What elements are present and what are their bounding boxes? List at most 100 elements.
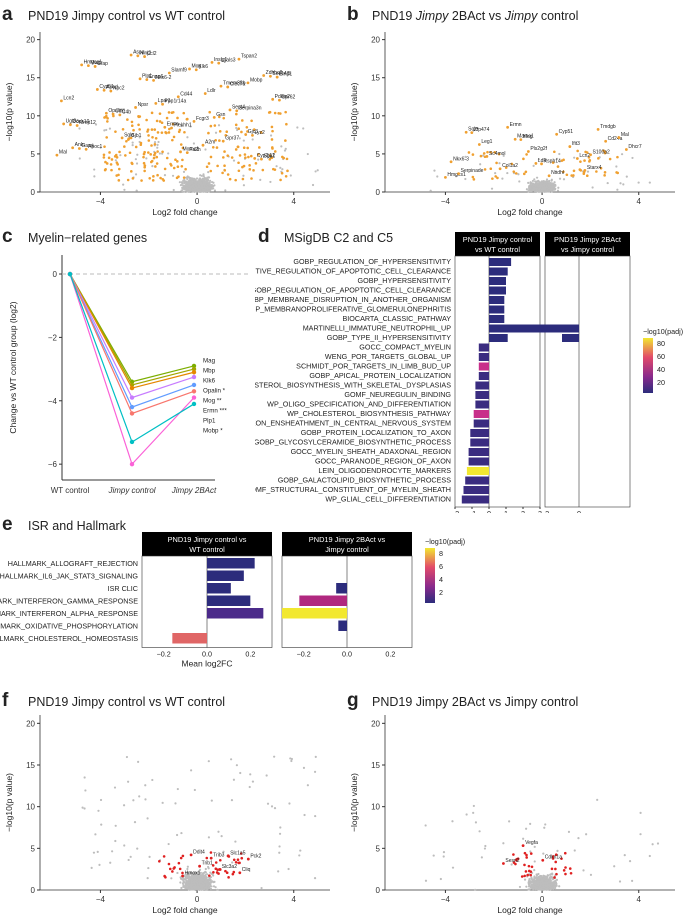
data-point bbox=[192, 187, 195, 191]
data-point bbox=[111, 850, 114, 853]
highlight-point bbox=[142, 161, 146, 165]
highlight-point bbox=[234, 123, 238, 127]
data-point bbox=[205, 190, 208, 193]
x-tick-label: 4 bbox=[292, 895, 297, 904]
data-point bbox=[84, 789, 87, 792]
highlight-point bbox=[156, 131, 160, 134]
bar bbox=[207, 558, 255, 569]
bar bbox=[207, 608, 264, 619]
gene-point bbox=[275, 75, 279, 79]
data-point bbox=[429, 189, 432, 192]
data-point bbox=[209, 871, 212, 874]
term-label: GOBP_POSITIVE_REGULATION_OF_APOPTOTIC_CE… bbox=[255, 267, 451, 276]
x-axis-label: Log2 fold change bbox=[497, 207, 562, 217]
highlight-point bbox=[530, 865, 534, 869]
gene-point bbox=[540, 162, 543, 166]
gene-label: S100a2 bbox=[593, 149, 610, 155]
gene-label: C4b bbox=[122, 109, 131, 115]
data-point bbox=[562, 178, 566, 181]
data-point bbox=[552, 885, 556, 888]
data-point bbox=[545, 884, 548, 887]
highlight-point bbox=[232, 870, 236, 874]
gene-label: Trib1 bbox=[202, 861, 213, 867]
data-point bbox=[224, 189, 227, 192]
highlight-point bbox=[165, 116, 169, 120]
bar bbox=[336, 583, 347, 594]
data-point bbox=[232, 778, 236, 781]
highlight-point bbox=[271, 129, 274, 133]
data-point bbox=[186, 865, 189, 868]
data-point bbox=[180, 886, 183, 890]
legend-tick: 60 bbox=[657, 352, 665, 361]
data-point bbox=[542, 878, 546, 881]
highlight-point bbox=[158, 859, 161, 863]
bar bbox=[489, 315, 505, 323]
gene-label: Zfp474 bbox=[474, 127, 490, 133]
legend-title: −log10(padj) bbox=[643, 327, 683, 336]
gene-label: Sept4 bbox=[232, 104, 245, 110]
highlight-point bbox=[181, 854, 185, 858]
data-point bbox=[171, 174, 175, 177]
data-point bbox=[532, 884, 535, 887]
data-point bbox=[542, 852, 545, 855]
highlight-point bbox=[241, 119, 244, 122]
highlight-point bbox=[568, 867, 572, 870]
highlight-point bbox=[214, 867, 218, 871]
data-point bbox=[144, 798, 147, 801]
x-tick-label: 4 bbox=[292, 197, 297, 206]
data-point bbox=[194, 871, 197, 875]
highlight-point bbox=[209, 169, 213, 173]
term-label: SCHMIDT_POR_TARGETS_IN_LIMB_BUD_UP bbox=[296, 362, 451, 371]
data-point bbox=[193, 788, 196, 792]
gene-label: Sqle bbox=[468, 127, 478, 133]
series-legend-label: Ermn *** bbox=[203, 408, 227, 415]
data-point bbox=[144, 784, 147, 787]
data-point bbox=[533, 178, 536, 181]
highlight-point bbox=[148, 176, 152, 180]
data-point bbox=[186, 136, 189, 139]
data-point bbox=[195, 887, 198, 890]
gene-label: Pls2g2f bbox=[530, 146, 547, 152]
data-point bbox=[214, 886, 217, 889]
data-point bbox=[248, 785, 251, 789]
bar bbox=[461, 495, 489, 504]
data-point bbox=[464, 155, 467, 158]
data-point bbox=[114, 824, 117, 827]
highlight-point bbox=[231, 872, 235, 876]
facet-frame bbox=[454, 255, 541, 508]
data-point bbox=[549, 182, 552, 185]
data-point bbox=[158, 152, 161, 155]
data-point bbox=[542, 187, 545, 191]
data-point bbox=[198, 177, 201, 180]
highlight-point bbox=[176, 116, 179, 120]
facet-header-label: vs WT control bbox=[475, 245, 520, 254]
data-point bbox=[289, 174, 292, 177]
data-point bbox=[203, 178, 206, 181]
series-legend-label: Mag bbox=[203, 358, 216, 365]
term-label: WENG_POR_TARGETS_GLOBAL_UP bbox=[325, 352, 451, 361]
term-label: GOCC_MYELIN_SHEATH_ADAXONAL_REGION bbox=[291, 447, 451, 456]
highlight-point bbox=[482, 152, 486, 155]
gene-label: Nsdhl bbox=[551, 170, 564, 176]
highlight-point bbox=[242, 164, 246, 168]
gene-point bbox=[185, 151, 189, 155]
highlight-point bbox=[526, 873, 529, 877]
facet-header bbox=[455, 232, 540, 256]
data-point bbox=[260, 886, 263, 890]
gene-point bbox=[170, 126, 173, 130]
data-point bbox=[183, 190, 186, 193]
data-point bbox=[135, 189, 138, 192]
y-axis-label: −log10(p value) bbox=[4, 773, 14, 832]
gene-point bbox=[167, 71, 171, 75]
data-point bbox=[537, 180, 540, 183]
data-point bbox=[167, 842, 170, 846]
x-tick-label: 0.0 bbox=[342, 650, 352, 659]
highlight-point bbox=[128, 151, 132, 155]
bar bbox=[466, 467, 489, 475]
data-point bbox=[552, 881, 555, 884]
gene-point bbox=[521, 844, 525, 848]
highlight-point bbox=[284, 139, 287, 142]
highlight-point bbox=[103, 145, 106, 148]
data-point bbox=[273, 755, 276, 758]
gene-label: Cyp51 bbox=[559, 129, 574, 135]
